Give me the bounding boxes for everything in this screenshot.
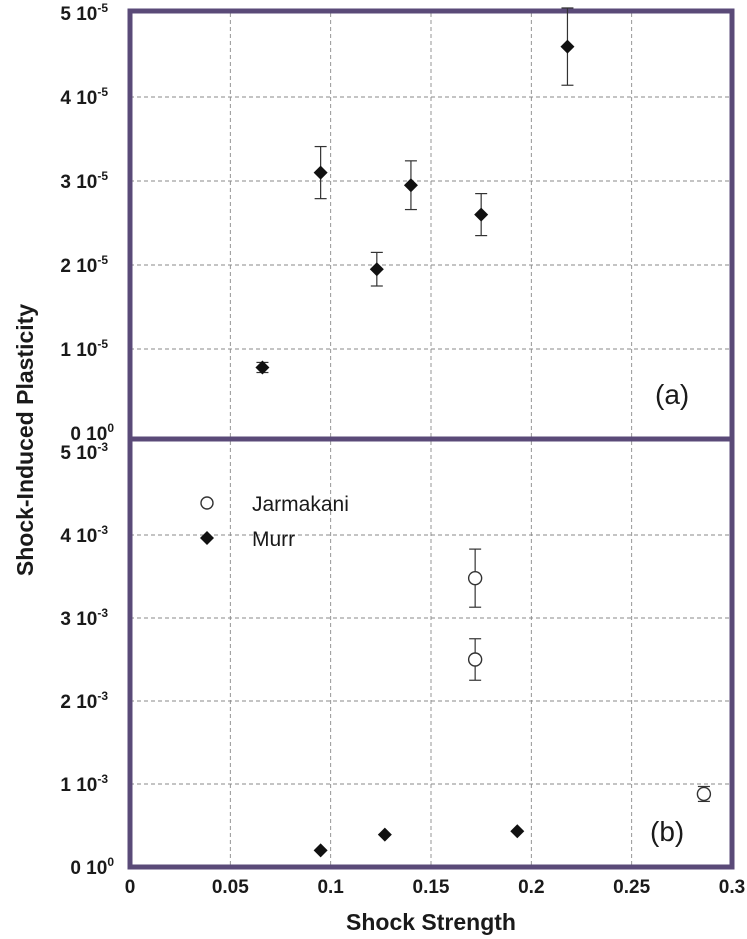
- y-tick-exponent: -3: [97, 689, 108, 703]
- y-tick-label: 4 10-5: [60, 85, 108, 109]
- data-point-diamond: [313, 843, 328, 858]
- x-tick-label: 0.2: [518, 877, 544, 898]
- data-point-open-circle: [696, 786, 712, 802]
- data-point-diamond: [474, 207, 489, 222]
- y-tick-exponent: -5: [97, 169, 108, 183]
- legend: Jarmakani Murr: [200, 493, 349, 551]
- y-axis-title: Shock-Induced Plasticity: [12, 304, 38, 576]
- frame-panel-b: [127, 436, 735, 870]
- y-tick-label: 2 10-5: [60, 253, 108, 277]
- data-point-diamond: [560, 39, 575, 54]
- legend-open-circle-icon: [200, 496, 214, 510]
- panel-label-a: (a): [655, 379, 689, 410]
- panel-label-b: (b): [650, 816, 684, 847]
- y-tick-exponent: -5: [97, 1, 108, 15]
- y-tick-label: 5 10-5: [60, 1, 108, 25]
- data-point-diamond: [377, 827, 392, 842]
- x-tick-label: 0.25: [613, 877, 650, 898]
- y-tick-label: 1 10-3: [60, 772, 108, 796]
- y-tick-exponent: -3: [97, 606, 108, 620]
- y-tick-exponent: -3: [97, 523, 108, 537]
- y-tick-exponent: 0: [107, 855, 114, 869]
- y-tick-label: 4 10-3: [60, 523, 108, 547]
- y-tick-label: 2 10-3: [60, 689, 108, 713]
- y-tick-label: 3 10-3: [60, 606, 108, 630]
- y-tick-labels: 0 100 1 10-5 2 10-5 3 10-5 4 10-5 5 10-5 0 100…: [60, 1, 114, 879]
- y-tick-label: 1 10-5: [60, 337, 108, 361]
- data-point-diamond: [403, 178, 418, 193]
- data-point-open-circle: [467, 570, 483, 586]
- x-tick-label: 0.15: [413, 877, 450, 898]
- y-tick-label: 5 10-3: [60, 440, 108, 464]
- y-tick-label: 0 100: [70, 855, 114, 879]
- x-tick-labels: 0 0.05 0.1 0.15 0.2 0.25 0.3: [125, 877, 746, 898]
- legend-label-jarmakani: Jarmakani: [252, 493, 349, 516]
- legend-label-murr: Murr: [252, 528, 295, 551]
- y-tick-label: 0 100: [70, 421, 114, 445]
- data-point-diamond: [510, 824, 525, 839]
- data-point-diamond: [255, 360, 270, 375]
- y-tick-exponent: -3: [97, 772, 108, 786]
- y-tick-exponent: 0: [107, 421, 114, 435]
- y-tick-exponent: -3: [97, 440, 108, 454]
- y-tick-label: 3 10-5: [60, 169, 108, 193]
- data-point-open-circle: [467, 652, 483, 667]
- x-tick-label: 0.05: [212, 877, 249, 898]
- x-tick-label: 0.3: [719, 877, 745, 898]
- x-tick-label: 0.1: [317, 877, 344, 898]
- y-tick-exponent: -5: [97, 337, 108, 351]
- data-marks: [255, 7, 712, 858]
- x-axis-title: Shock Strength: [346, 909, 516, 935]
- data-point-diamond: [313, 165, 328, 180]
- legend-filled-diamond-icon: [200, 531, 214, 545]
- y-tick-exponent: -5: [97, 85, 108, 99]
- y-tick-exponent: -5: [97, 253, 108, 267]
- plot-frames: [127, 8, 735, 870]
- data-point-diamond: [369, 262, 384, 277]
- grid-layer: [130, 13, 732, 865]
- x-tick-label: 0: [125, 877, 136, 898]
